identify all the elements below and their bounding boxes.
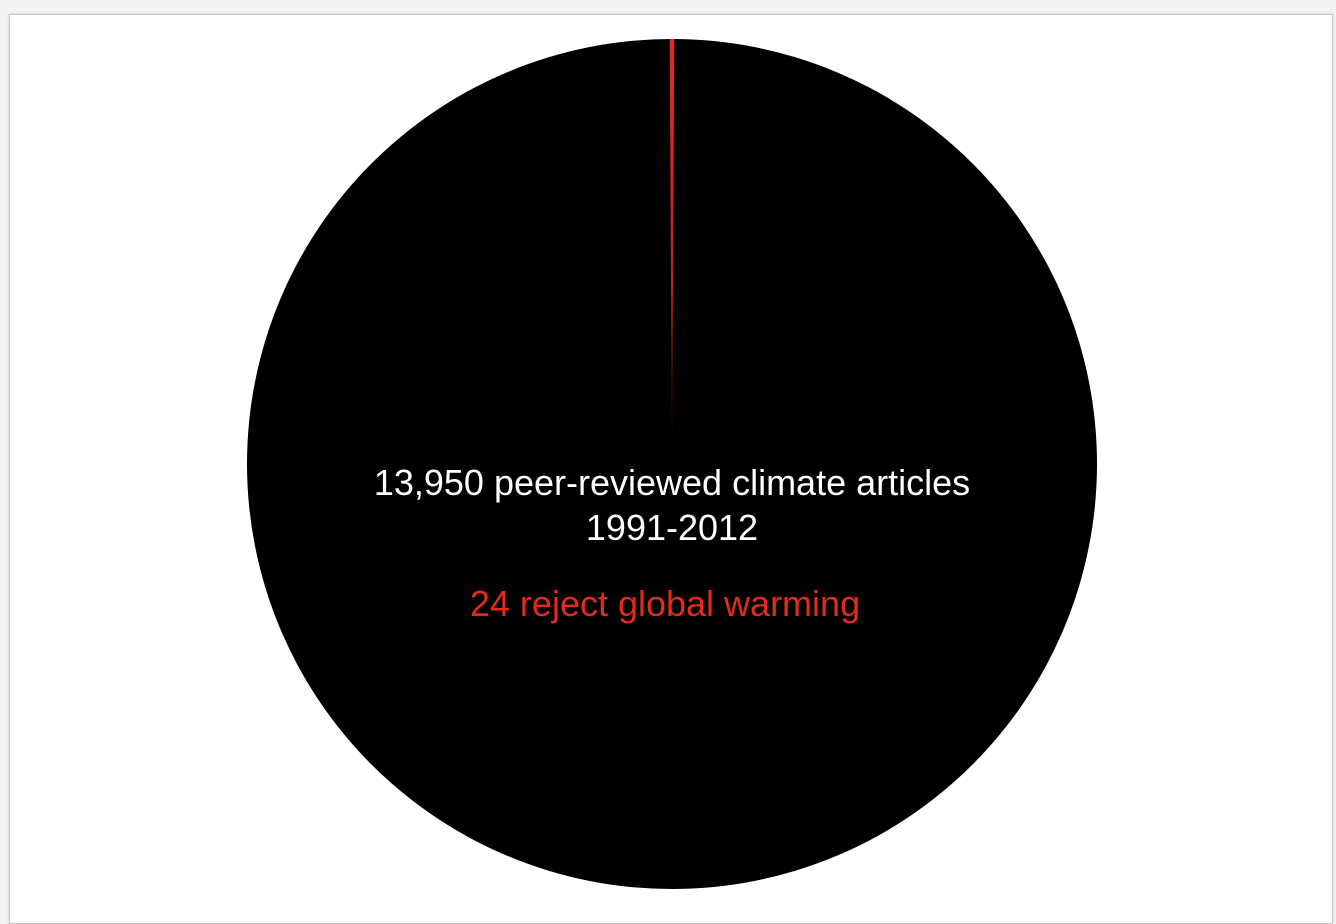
pie-slice-reject <box>669 38 675 464</box>
reject-count-label: 24 reject global warming <box>470 583 860 624</box>
center-title-line2: 1991-2012 <box>586 507 758 548</box>
pie-slices <box>247 38 1097 889</box>
center-title-line1: 13,950 peer-reviewed climate articles <box>374 462 970 503</box>
